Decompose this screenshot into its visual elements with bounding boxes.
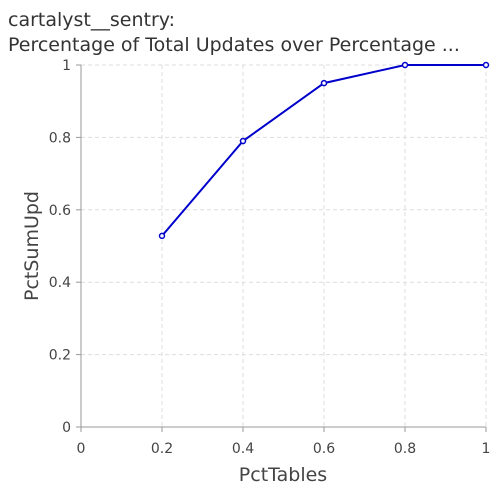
x-tick-label: 0.6 [313,441,335,457]
data-point [239,137,247,145]
x-tick-label: 0.8 [394,441,416,457]
data-point [401,61,409,69]
y-tick-label: 0 [62,420,71,436]
x-tick-label: 0 [77,441,86,457]
y-tick-label: 1 [62,58,71,74]
data-point [320,79,328,87]
y-tick-label: 0.2 [49,348,71,364]
data-point [158,232,166,240]
x-tick-labels: 0 0.2 0.4 0.6 0.8 1 [77,441,491,457]
chart-title: cartalyst__sentry: [8,9,176,31]
grid-lines [81,64,487,427]
data-point [482,61,490,69]
y-tick-label: 0.4 [49,275,71,291]
y-tick-label: 0.6 [49,203,71,219]
x-tick-label: 1 [482,441,491,457]
y-tick-label: 0.8 [49,130,71,146]
x-axis-title: PctTables [239,464,327,486]
y-axis-title: PctSumUpd [21,191,43,301]
x-tick-label: 0.4 [232,441,254,457]
axes [76,64,487,432]
x-tick-label: 0.2 [151,441,173,457]
y-tick-labels: 0 0.2 0.4 0.6 0.8 1 [49,58,71,436]
series-group [158,61,490,240]
chart-subtitle: Percentage of Total Updates over Percent… [8,34,460,56]
